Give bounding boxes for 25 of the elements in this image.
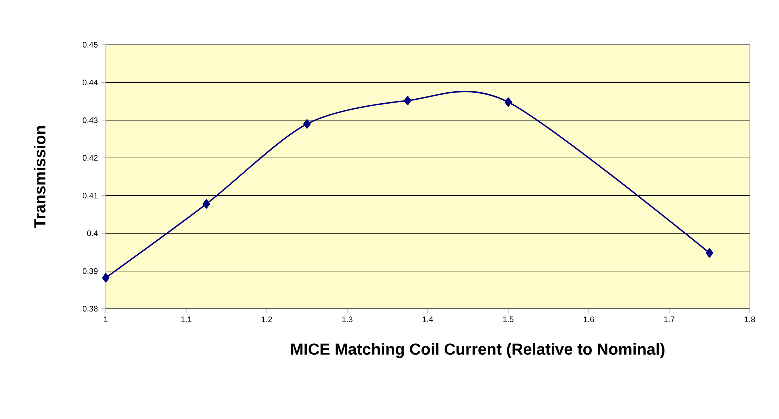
- x-tick-label: 1.5: [504, 316, 514, 322]
- y-tick-label: 0.4: [87, 230, 98, 236]
- x-tick-label: 1.6: [584, 316, 594, 322]
- point: [304, 119, 311, 129]
- x-tick-label: 1.8: [745, 316, 756, 322]
- x-tick-label: 1.2: [262, 316, 272, 322]
- y-tick-label: 0.38: [82, 306, 98, 312]
- y-tick-label: 0.43: [82, 118, 98, 124]
- y-tick-label: 0.42: [82, 155, 98, 161]
- point: [404, 96, 412, 106]
- x-axis-title: MICE Matching Coil Current (Relative to Nominal): [292, 343, 665, 358]
- point: [202, 199, 210, 209]
- x-tick-label: 1.4: [423, 316, 434, 322]
- x-tick-label: 1.7: [664, 316, 675, 322]
- y-tick-label: 0.45: [82, 42, 98, 48]
- y-axis-title: Transmission: [34, 126, 46, 228]
- x-tick-label: 1.3: [342, 316, 353, 322]
- point: [706, 248, 714, 258]
- x-tick-label: 1: [104, 316, 108, 322]
- y-tick-label: 0.41: [82, 193, 98, 199]
- x-tick-label: 1.1: [182, 316, 192, 322]
- y-tick-label: 0.44: [82, 80, 98, 86]
- point: [102, 273, 110, 283]
- y-tick-label: 0.39: [82, 268, 98, 274]
- point: [504, 98, 512, 108]
